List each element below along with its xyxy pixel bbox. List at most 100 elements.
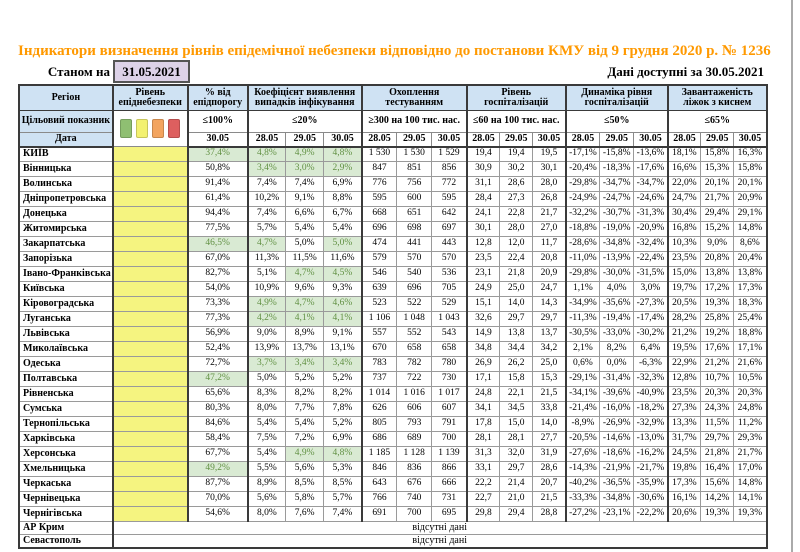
region-cell: Полтавська — [18, 371, 114, 387]
region-cell: АР Крим — [18, 521, 114, 535]
region-cell: Хмельницька — [18, 461, 114, 477]
value-cell: 20,3% — [733, 386, 768, 402]
date-cell: 28.05 — [465, 132, 501, 148]
date-cell: 28.05 — [246, 132, 287, 148]
value-cell: 20,9% — [733, 191, 768, 207]
table-row: Херсонська 67,7% 5,4% 4,9% 4,8% 1 185 1 128 1 1… — [18, 446, 768, 462]
value-cell: 24,7% — [666, 191, 702, 207]
value-cell: 20,8% — [700, 251, 735, 267]
value-cell: 1 017 — [431, 386, 468, 402]
region-cell: Севастополь — [18, 534, 114, 548]
value-cell: -40,2% — [564, 476, 601, 492]
value-cell: 12,0 — [499, 236, 534, 252]
value-cell: 866 — [431, 461, 468, 477]
value-cell: 8,9% — [285, 326, 325, 342]
value-cell: 600 — [396, 191, 433, 207]
value-cell: 13,7% — [285, 341, 325, 357]
value-cell: 441 — [396, 236, 433, 252]
value-cell: -24,7% — [599, 191, 635, 207]
value-cell: 29,3% — [733, 431, 768, 447]
value-cell: 4,8% — [323, 146, 363, 162]
value-cell: 6,9% — [323, 431, 363, 447]
value-cell: 1 014 — [360, 386, 398, 402]
legend-bar — [152, 119, 165, 138]
danger-level-cell — [111, 506, 189, 522]
value-cell: -21,9% — [599, 461, 635, 477]
value-cell: -18,3% — [599, 161, 635, 177]
value-cell: 16,8% — [666, 221, 702, 237]
value-cell: -18,8% — [564, 221, 601, 237]
value-cell: 19,3% — [700, 296, 735, 312]
region-cell: Дніпропетровська — [18, 191, 114, 207]
value-cell: 557 — [360, 326, 398, 342]
value-cell: 4,8% — [323, 446, 363, 462]
value-cell: -27,6% — [564, 446, 601, 462]
value-cell: 27,3% — [666, 401, 702, 417]
value-cell: 11,5% — [700, 416, 735, 432]
target-pct: ≤100% — [186, 110, 249, 133]
value-cell: 28,0 — [499, 221, 534, 237]
target-hospitalization: ≤60 на 100 тис. нас. — [465, 110, 567, 133]
value-cell: -32,2% — [564, 206, 601, 222]
value-cell: 34,1 — [465, 401, 501, 417]
value-cell: 443 — [431, 236, 468, 252]
value-cell: 84,6% — [186, 416, 249, 432]
value-cell: 28,6 — [532, 461, 567, 477]
value-cell: 91,4% — [186, 176, 249, 192]
value-cell: 1 106 — [360, 311, 398, 327]
value-cell: 77,3% — [186, 311, 249, 327]
value-cell: 31,3 — [465, 446, 501, 462]
value-cell: 19,5 — [532, 146, 567, 162]
value-cell: -35,6% — [599, 296, 635, 312]
value-cell: 3,7% — [246, 356, 287, 372]
value-cell: 1 529 — [431, 146, 468, 162]
value-cell: 8,2% — [599, 341, 635, 357]
danger-level-cell — [111, 386, 189, 402]
value-cell: 1 048 — [396, 311, 433, 327]
date-cell: 30.05 — [186, 132, 249, 148]
value-cell: 10,3% — [666, 236, 702, 252]
value-cell: 25,0 — [499, 281, 534, 297]
region-cell: Закарпатська — [18, 236, 114, 252]
value-cell: 32,6 — [465, 311, 501, 327]
value-cell: 21,8 — [499, 266, 534, 282]
value-cell: 19,7% — [666, 281, 702, 297]
value-cell: 697 — [431, 221, 468, 237]
value-cell: 20,1% — [733, 176, 768, 192]
value-cell: 20,6% — [666, 506, 702, 522]
value-cell: 22,0% — [666, 176, 702, 192]
danger-level-cell — [111, 206, 189, 222]
value-cell: 5,7% — [246, 221, 287, 237]
value-cell: 4,7% — [246, 236, 287, 252]
danger-level-cell — [111, 341, 189, 357]
danger-level-cell — [111, 416, 189, 432]
value-cell: 24,1 — [465, 206, 501, 222]
value-cell: 67,0% — [186, 251, 249, 267]
value-cell: 522 — [396, 296, 433, 312]
value-cell: 14,2% — [700, 491, 735, 507]
value-cell: 80,3% — [186, 401, 249, 417]
value-cell: 11,7 — [532, 236, 567, 252]
value-cell: 5,4% — [246, 446, 287, 462]
value-cell: 22,7 — [465, 491, 501, 507]
value-cell: 5,5% — [246, 461, 287, 477]
value-cell: 5,2% — [285, 371, 325, 387]
value-cell: 25,0 — [532, 356, 567, 372]
value-cell: 793 — [396, 416, 433, 432]
value-cell: 847 — [360, 161, 398, 177]
region-cell: Київська — [18, 281, 114, 297]
region-cell: Чернівецька — [18, 491, 114, 507]
value-cell: 46,5% — [186, 236, 249, 252]
value-cell: -33,3% — [564, 491, 601, 507]
value-cell: 29,7 — [532, 311, 567, 327]
value-cell: 19,8% — [666, 461, 702, 477]
table-row: Хмельницька 49,2% 5,5% 5,6% 5,3% 846 836 866 33,… — [18, 461, 768, 477]
value-cell: 730 — [431, 371, 468, 387]
value-cell: 0,0% — [599, 356, 635, 372]
danger-level-cell — [111, 161, 189, 177]
value-cell: -32,4% — [633, 236, 669, 252]
value-cell: 22,2 — [465, 476, 501, 492]
table-body: КИЇВ 37,4% 4,8% 4,9% 4,8% 1 530 1 530 1 529 19,4… — [18, 146, 768, 548]
date-cell: 29.05 — [700, 132, 735, 148]
value-cell: 7,2% — [285, 431, 325, 447]
